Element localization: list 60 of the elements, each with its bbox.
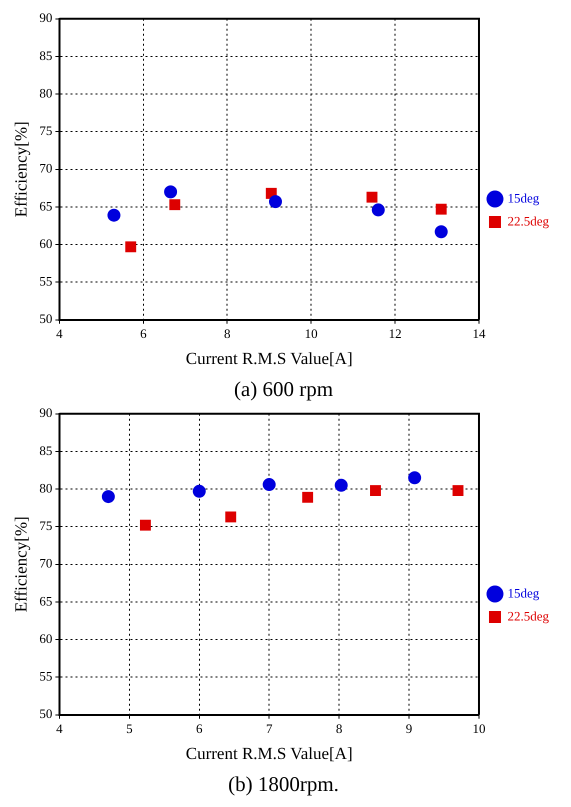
x-tick-label: 5 — [126, 721, 133, 736]
x-tick-label: 12 — [388, 326, 402, 342]
y-tick-label: 75 — [39, 123, 52, 138]
y-tick-label: 90 — [39, 405, 52, 420]
point — [372, 203, 385, 216]
x-axis-title: Current R.M.S Value[A] — [186, 744, 353, 764]
x-tick-label: 14 — [472, 326, 486, 342]
y-tick-label: 55 — [39, 668, 52, 684]
y-tick-label: 85 — [39, 48, 52, 63]
y-tick-label: 60 — [39, 630, 52, 646]
x-tick-label: 7 — [266, 721, 273, 736]
point — [262, 478, 276, 492]
x-tick-label: 4 — [56, 721, 64, 736]
text: (b) 1800rpm. — [228, 772, 339, 796]
y-tick-label: 50 — [39, 311, 52, 326]
y-tick-label: 90 — [39, 10, 52, 26]
point — [192, 484, 206, 498]
point — [268, 195, 282, 208]
x-tick-label: 10 — [304, 326, 318, 342]
legend-label: 15deg — [507, 585, 540, 600]
x-tick-label: 10 — [472, 721, 486, 736]
point — [408, 471, 422, 484]
y-axis-title: Efficiency[%] — [12, 516, 31, 612]
y-tick-label: 60 — [39, 236, 52, 251]
point — [366, 192, 378, 203]
x-tick-label: 4 — [56, 326, 64, 342]
y-tick-label: 55 — [39, 274, 52, 289]
y-tick-label: 80 — [39, 480, 52, 496]
y-axis-title: Efficiency[%] — [12, 121, 31, 218]
x-tick-label: 8 — [336, 721, 342, 736]
point — [334, 478, 348, 492]
legend-label: 22.5deg — [507, 213, 550, 228]
text: (a) 600 rpm — [234, 376, 334, 401]
point — [302, 492, 314, 503]
y-tick-label: 85 — [39, 442, 52, 458]
point — [107, 208, 120, 222]
x-tick-label: 8 — [224, 326, 230, 342]
legend-label: 15deg — [507, 190, 540, 206]
point — [125, 241, 136, 252]
y-tick-label: 65 — [39, 593, 52, 608]
y-tick-label: 65 — [39, 198, 52, 214]
point — [452, 485, 464, 496]
point — [140, 520, 151, 531]
point — [169, 199, 180, 210]
point — [164, 185, 178, 198]
y-tick-label: 80 — [39, 85, 52, 100]
y-tick-label: 70 — [39, 160, 52, 176]
x-tick-label: 6 — [140, 326, 148, 342]
point — [225, 511, 236, 522]
point — [436, 204, 447, 215]
legend-label: 22.5deg — [507, 608, 550, 624]
y-tick-label: 75 — [39, 518, 52, 534]
x-tick-label: 9 — [406, 721, 412, 736]
point — [102, 490, 115, 504]
x-tick-label: 6 — [196, 721, 204, 736]
point — [434, 225, 448, 238]
x-axis-title: Current R.M.S Value[A] — [186, 349, 353, 368]
point — [370, 485, 381, 496]
y-tick-label: 50 — [39, 706, 52, 722]
y-tick-label: 70 — [39, 556, 52, 571]
